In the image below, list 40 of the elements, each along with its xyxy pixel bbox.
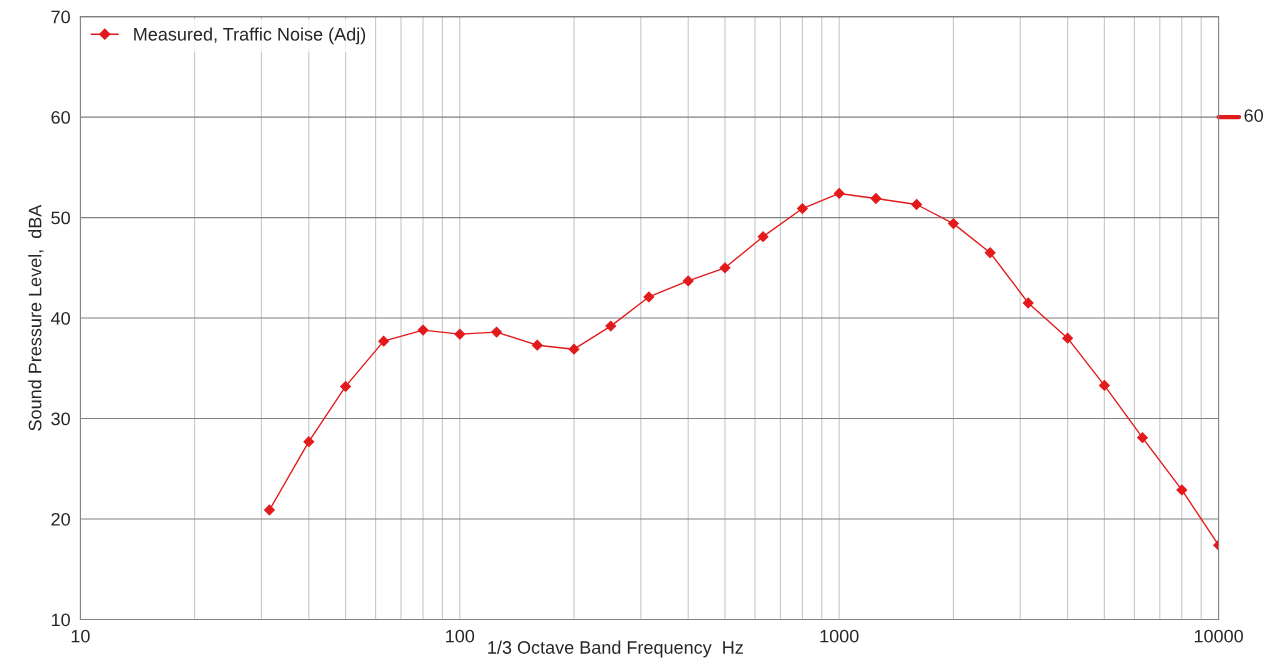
point — [1176, 484, 1188, 496]
point — [417, 324, 429, 336]
y-tick-label: 50 — [51, 211, 70, 225]
point — [340, 380, 352, 392]
point — [833, 188, 845, 199]
point — [757, 231, 769, 243]
point — [454, 328, 466, 340]
ref-line-label: 60 — [1244, 109, 1263, 122]
point — [605, 320, 617, 332]
y-tick-label: 10 — [51, 613, 70, 627]
point — [264, 504, 275, 516]
point — [491, 326, 502, 338]
point — [643, 291, 655, 303]
point — [531, 339, 543, 351]
legend-label: Measured, Traffic Noise (Adj) — [134, 27, 366, 45]
y-tick-label: 60 — [51, 111, 70, 124]
point — [682, 275, 694, 287]
y-tick-label: 20 — [51, 512, 70, 526]
y-tick-label: 30 — [51, 412, 70, 426]
y-tick-label: 70 — [51, 10, 70, 24]
point — [719, 262, 731, 274]
y-tick-label: 40 — [51, 311, 70, 325]
y-axis-title: Sound Pressure Level, dBA — [28, 204, 44, 431]
point — [870, 193, 882, 204]
x-tick-label: 1000 — [820, 629, 859, 643]
x-tick-label: 10 — [71, 629, 90, 643]
point — [1062, 332, 1074, 344]
point — [796, 203, 808, 214]
point — [568, 343, 580, 355]
point — [984, 247, 996, 259]
point — [1022, 297, 1034, 309]
point — [1098, 379, 1110, 391]
x-tick-label: 100 — [446, 629, 475, 643]
point — [378, 335, 390, 347]
point — [911, 199, 923, 210]
x-axis-title: 1/3 Octave Band Frequency Hz — [488, 640, 743, 658]
point — [303, 436, 315, 448]
point — [1137, 432, 1148, 444]
point — [947, 218, 959, 230]
x-tick-label: 10000 — [1194, 629, 1243, 643]
